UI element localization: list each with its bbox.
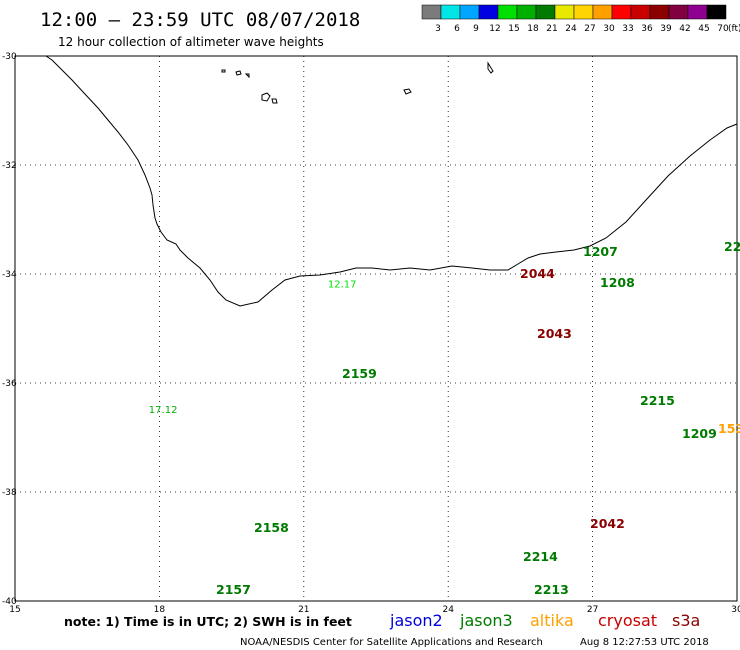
color-scale-swatch <box>573 4 594 20</box>
longitude-label: 24 <box>442 605 454 615</box>
color-scale-label: 27 <box>584 24 595 34</box>
islands <box>221 61 494 104</box>
map-frame <box>14 55 738 602</box>
color-scale-label: 39 <box>660 24 672 34</box>
track-label: 22 <box>724 239 740 254</box>
color-scale-label: 30 <box>603 24 615 34</box>
track-label: 1209 <box>682 426 717 441</box>
color-scale-label: 45 <box>698 24 709 34</box>
longitude-label: 18 <box>154 605 166 615</box>
color-scale-label: 70 <box>717 24 729 34</box>
wave-height-reading: 17.12 <box>149 405 178 416</box>
credit-line: NOAA/NESDIS Center for Satellite Applica… <box>240 637 543 648</box>
color-scale-swatch <box>440 4 461 20</box>
track-label: 2159 <box>342 366 377 381</box>
track-label: 2158 <box>254 520 289 535</box>
color-scale-swatch <box>630 4 651 20</box>
satellite-name: s3a <box>672 611 700 630</box>
color-scale-label: 3 <box>435 24 441 34</box>
track-label: 2213 <box>534 582 569 597</box>
color-scale-swatch <box>706 4 727 20</box>
color-scale-swatch <box>554 4 575 20</box>
color-scale-label: 12 <box>489 24 500 34</box>
color-scale-label: 36 <box>641 24 653 34</box>
wave-height-reading: 12.17 <box>328 280 357 291</box>
axis-labels: 15 18 21 24 27 30 -30 -32 -34 -36 -38 -40 <box>2 52 740 615</box>
latitude-label: -34 <box>2 270 17 280</box>
longitude-label: 30 <box>731 605 740 615</box>
color-scale-swatch <box>687 4 708 20</box>
longitude-label: 21 <box>298 605 309 615</box>
latitude-label: -40 <box>2 597 17 607</box>
west-coastline <box>45 55 154 206</box>
track-label: 2043 <box>537 326 572 341</box>
color-scale-label: 6 <box>454 24 460 34</box>
track-label: 2215 <box>640 393 675 408</box>
color-scale-label: 15 <box>508 24 519 34</box>
color-scale-swatch <box>535 4 556 20</box>
latitude-label: -32 <box>2 161 17 171</box>
latitude-label: -30 <box>2 52 17 62</box>
color-scale-label: 24 <box>565 24 577 34</box>
track-label: 2214 <box>523 549 558 564</box>
satellite-name: jason2 <box>389 611 443 630</box>
color-scale-label: 18 <box>527 24 539 34</box>
lat-lon-grid <box>15 56 737 601</box>
color-scale-label: 33 <box>622 24 633 34</box>
track-label: 153 <box>718 421 740 436</box>
color-scale-label: 21 <box>546 24 557 34</box>
satellite-legend: jason2 jason3 altika cryosat s3a <box>389 611 700 630</box>
latitude-label: -36 <box>2 379 17 389</box>
color-scale-swatch <box>459 4 480 20</box>
wave-height-readings: 17.12 12.17 <box>149 280 357 416</box>
color-scale-label: (ft) <box>728 24 740 34</box>
color-scale-swatch <box>668 4 689 20</box>
color-scale-swatch <box>592 4 613 20</box>
coastline <box>152 123 738 307</box>
satellite-name: cryosat <box>598 611 657 630</box>
map-title: 12:00 – 23:59 UTC 08/07/2018 <box>40 9 360 31</box>
track-label: 1208 <box>600 275 635 290</box>
track-label: 2042 <box>590 516 625 531</box>
track-label: 2044 <box>520 266 555 281</box>
longitude-label: 27 <box>587 605 598 615</box>
satellite-name: altika <box>530 611 574 630</box>
latitude-label: -38 <box>2 488 17 498</box>
track-labels: 1207 1208 2044 2043 2159 2215 1209 2042 2158 2214… <box>216 239 740 597</box>
color-scale-swatch <box>611 4 632 20</box>
map-subtitle: 12 hour collection of altimeter wave hei… <box>58 35 324 49</box>
color-scale-swatch <box>497 4 518 20</box>
longitude-label: 15 <box>9 605 20 615</box>
color-scale-label: 42 <box>679 24 690 34</box>
color-scale-swatch <box>478 4 499 20</box>
track-label: 1207 <box>583 244 618 259</box>
track-label: 2157 <box>216 582 251 597</box>
footer-note: note: 1) Time is in UTC; 2) SWH is in fe… <box>64 614 352 629</box>
generation-timestamp: Aug 8 12:27:53 UTC 2018 <box>580 637 709 648</box>
color-scale-swatch <box>649 4 670 20</box>
color-scale-swatch <box>421 4 442 20</box>
satellite-name: jason3 <box>459 611 513 630</box>
color-scale-label: 9 <box>473 24 479 34</box>
color-scale-swatch <box>516 4 537 20</box>
